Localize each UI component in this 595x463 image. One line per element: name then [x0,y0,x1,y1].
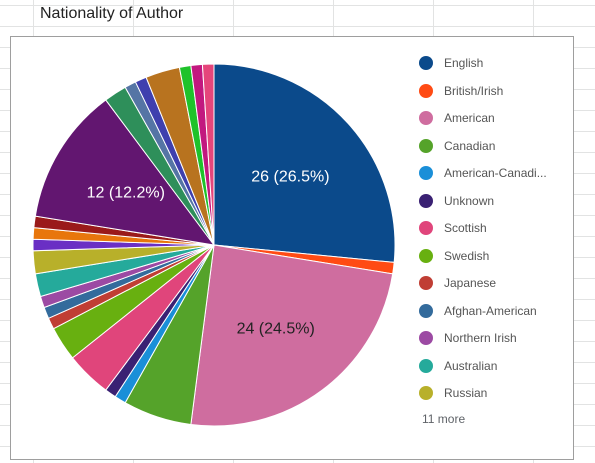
legend-swatch [419,276,433,290]
pie-slice-other-16[interactable] [34,99,216,246]
legend-swatch [419,193,433,208]
legend-swatch [419,303,433,318]
legend-item-afghan-american[interactable]: Afghan-American [419,301,537,321]
legend-label: English [444,56,484,70]
legend-item-unknown[interactable]: Unknown [419,191,494,211]
data-label-1: 26 (26.5%) [251,169,329,186]
pie-chart[interactable]: 26 (26.5%) 24 (24.5%) 12 (12.2%) [11,37,411,457]
legend-label: Swedish [444,248,490,263]
legend-label: Afghan-American [444,303,537,318]
legend-item-scottish[interactable]: Scottish [419,218,487,238]
chart-container[interactable]: 26 (26.5%) 24 (24.5%) 12 (12.2%) English Br… [10,36,574,460]
legend-item-northern-irish[interactable]: Northern Irish [419,328,517,348]
pie-slice-american[interactable] [190,244,394,427]
legend-label: Canadian [444,138,496,153]
legend-swatch [419,358,433,373]
data-label-3: 12 (12.2%) [87,185,165,202]
legend-label: American [444,111,495,125]
legend-swatch [419,221,433,235]
legend-item-american[interactable]: American [419,108,495,128]
legend-label: Japanese [444,276,497,290]
legend-swatch [419,83,433,98]
legend-swatch [419,386,433,400]
pie-slice-english[interactable] [213,63,396,263]
legend-label: Scottish [444,221,487,235]
legend-label: Australian [444,358,498,373]
legend-item-british-irish[interactable]: British/Irish [419,81,503,101]
legend-swatch [419,248,433,263]
legend-label: Northern Irish [444,331,517,345]
legend-label: British/Irish [444,83,504,98]
legend-item-japanese[interactable]: Japanese [419,273,496,293]
legend-item-english[interactable]: English [419,53,483,73]
legend-swatch [419,56,433,70]
legend-swatch [419,111,433,125]
legend-item-canadian[interactable]: Canadian [419,136,495,156]
legend-item-australian[interactable]: Australian [419,356,497,376]
legend-item-american-canadi-[interactable]: American-Canadi... [419,163,547,183]
data-label-2: 24 (24.5%) [237,321,315,338]
legend-more[interactable]: 11 more [422,412,466,426]
sheet-cell-title: Nationality of Author [40,5,184,22]
legend-swatch [419,138,433,153]
pie-slice-other-23[interactable] [201,63,215,246]
legend-swatch [419,166,433,180]
legend-label: American-Canadi... [444,166,547,180]
legend-label: Russian [444,386,488,400]
legend-item-russian[interactable]: Russian [419,383,487,403]
legend-item-swedish[interactable]: Swedish [419,246,489,266]
legend-label: Unknown [444,193,495,208]
legend-swatch [419,331,433,345]
